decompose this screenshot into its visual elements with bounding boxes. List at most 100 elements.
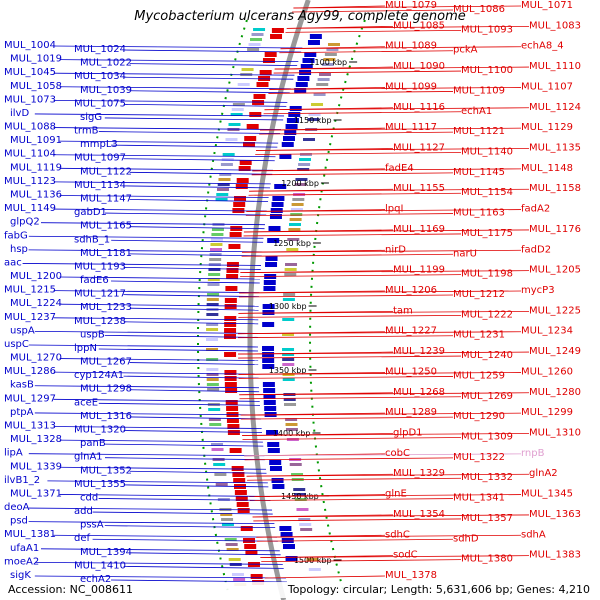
gene-label: MUL_1075	[74, 98, 126, 109]
feature-mark	[234, 196, 247, 201]
label-connector	[129, 307, 259, 311]
gene-label: MUL_1034	[74, 71, 126, 82]
label-connector	[123, 484, 269, 488]
gene-label: MUL_1212	[453, 289, 505, 300]
feature-mark	[229, 232, 242, 237]
label-connector	[123, 76, 294, 80]
feature-mark	[293, 493, 306, 496]
gene-label: MUL_1104	[4, 149, 56, 160]
feature-mark	[284, 273, 297, 276]
label-connector	[259, 131, 454, 135]
gene-label: MUL_1163	[453, 208, 505, 219]
feature-mark	[296, 508, 309, 511]
feature-mark	[231, 573, 244, 576]
feature-mark	[263, 388, 276, 393]
feature-mark	[311, 103, 324, 106]
gene-label: MUL_1140	[461, 147, 513, 158]
feature-mark	[271, 28, 284, 33]
feature-mark	[211, 443, 224, 446]
label-connector	[279, 50, 454, 54]
label-connector	[34, 412, 261, 416]
feature-mark	[228, 123, 241, 126]
gene-label: MUL_1198	[461, 269, 513, 280]
feature-mark	[224, 328, 237, 333]
label-connector	[53, 534, 278, 538]
outer-dotted-ring	[308, 19, 366, 591]
gene-label: MUL_1297	[4, 393, 56, 404]
feature-mark	[283, 398, 296, 401]
gene-label: aac	[4, 257, 22, 268]
feature-mark	[285, 428, 298, 431]
gene-label: sdhC	[385, 529, 410, 540]
feature-mark	[291, 203, 304, 206]
feature-mark	[282, 298, 295, 301]
gene-label: MUL_1233	[80, 302, 132, 313]
feature-mark	[206, 313, 219, 316]
label-connector	[251, 172, 454, 176]
feature-mark	[295, 82, 308, 87]
label-connector	[59, 140, 279, 144]
gene-label: echA2	[80, 574, 111, 585]
feature-mark	[263, 286, 276, 291]
gene-label: MUL_1269	[461, 391, 513, 402]
left-gene-labels: MUL_1004 MUL_1024 MUL_1019 MUL_1022 MUL_1045…	[4, 40, 132, 585]
gene-label: MUL_1154	[461, 187, 513, 198]
gene-label: uspC	[4, 339, 29, 350]
gene-label: MUL_1371	[10, 488, 62, 499]
gene-label: cdd	[80, 492, 98, 503]
label-connector	[129, 470, 267, 474]
gene-label: mmpL3	[80, 139, 118, 150]
left-label-connectors	[22, 45, 303, 583]
map-title: Mycobacterium ulcerans Agy99, complete g…	[134, 9, 466, 24]
gene-label: sigG	[80, 112, 102, 123]
gene-label: MUL_1270	[10, 353, 62, 364]
feature-mark	[262, 352, 275, 357]
feature-mark	[244, 136, 257, 141]
label-connector	[264, 107, 530, 111]
map-footer: Accession: NC_008611 Topology: circular;…	[0, 582, 600, 598]
kbp-tick-label: 1350 kbp	[269, 366, 307, 375]
label-connector	[264, 575, 386, 579]
feature-mark	[263, 400, 276, 405]
feature-mark	[239, 160, 252, 165]
label-connector	[53, 317, 259, 321]
feature-mark	[224, 298, 237, 303]
gene-label: MUL_1380	[461, 554, 513, 565]
gene-label: MUL_1090	[393, 61, 445, 72]
feature-mark	[226, 268, 239, 273]
feature-mark	[269, 214, 282, 219]
gene-label: MUL_1237	[4, 312, 56, 323]
gene-label: fabG	[4, 230, 28, 241]
feature-mark	[282, 318, 295, 321]
label-connector	[255, 148, 530, 151]
label-connector	[110, 144, 278, 148]
feature-mark	[224, 376, 237, 381]
feature-mark	[299, 153, 312, 156]
gene-label: MUL_1193	[74, 261, 126, 272]
feature-mark	[285, 124, 298, 129]
label-connector	[104, 212, 267, 216]
gene-label: trmB	[74, 126, 99, 137]
kbp-tick-label: 1500 kbp	[294, 556, 332, 565]
feature-mark	[235, 184, 248, 189]
label-connector	[98, 131, 281, 134]
feature-mark	[206, 328, 219, 331]
feature-mark	[233, 202, 246, 207]
feature-mark	[208, 418, 221, 421]
accession-text: Accession: NC_008611	[8, 583, 134, 596]
gene-label: MUL_1345	[521, 489, 573, 500]
gene-label: MUL_1124	[529, 102, 581, 113]
feature-mark	[321, 63, 334, 66]
label-connector	[249, 188, 530, 192]
gene-label: MUL_1357	[461, 513, 513, 524]
gene-label: MUL_1136	[10, 189, 62, 200]
feature-mark	[216, 193, 229, 196]
label-connector	[239, 392, 530, 396]
gene-label: lipA	[4, 448, 23, 459]
gene-label: aceE	[74, 397, 98, 408]
gene-label: MUL_1225	[529, 305, 581, 316]
feature-mark	[281, 538, 294, 543]
label-connector	[34, 113, 285, 117]
label-connector	[53, 426, 262, 429]
gene-label: deoA	[4, 502, 30, 513]
